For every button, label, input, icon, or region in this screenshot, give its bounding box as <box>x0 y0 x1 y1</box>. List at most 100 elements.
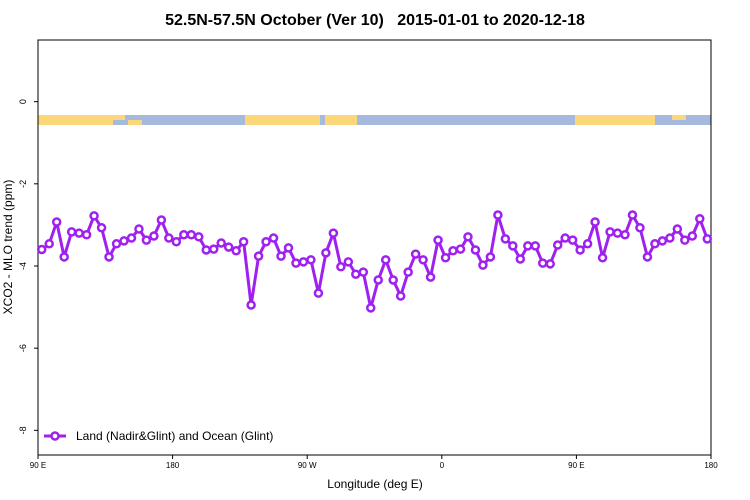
data-point <box>440 253 451 263</box>
data-point <box>231 246 241 256</box>
data-point <box>508 241 518 251</box>
data-point <box>216 238 226 248</box>
data-point <box>171 236 182 247</box>
data-point <box>134 224 144 234</box>
land-ocean-mask <box>38 115 711 125</box>
y-tick-label: -2 <box>18 180 28 188</box>
y-tick-label: -6 <box>18 344 28 352</box>
x-tick-label: 180 <box>704 461 718 470</box>
data-point <box>59 252 69 262</box>
data-point <box>366 303 376 313</box>
data-point <box>433 235 443 245</box>
data-point <box>403 267 413 277</box>
data-point <box>485 252 496 262</box>
data-point <box>291 258 301 268</box>
data-point <box>575 245 585 255</box>
data-point <box>126 233 137 243</box>
y-tick-label: 0 <box>18 99 28 104</box>
data-point <box>119 236 129 246</box>
data-point <box>164 233 174 243</box>
data-point <box>665 233 675 243</box>
legend-marker <box>50 431 60 441</box>
data-point <box>373 275 383 285</box>
data-point <box>36 244 47 255</box>
data-point <box>149 231 159 241</box>
data-point <box>141 235 152 245</box>
data-point <box>74 228 84 238</box>
data-point <box>642 252 653 262</box>
data-point <box>96 223 107 233</box>
data-point <box>395 291 406 301</box>
data-point <box>343 257 354 267</box>
data-point <box>500 234 511 244</box>
data-point <box>81 230 92 240</box>
data-point <box>306 255 316 265</box>
data-point <box>455 244 466 254</box>
data-point <box>298 257 309 267</box>
data-point <box>635 223 645 233</box>
data-point <box>605 227 615 237</box>
data-point <box>567 235 578 245</box>
data-point <box>582 239 593 249</box>
data-point <box>470 245 481 255</box>
data-point <box>246 300 256 310</box>
y-axis-label: XCO2 - MLO trend (ppm) <box>1 180 15 315</box>
data-point <box>51 217 62 227</box>
data-point <box>463 232 473 242</box>
x-tick-label: 90 W <box>298 461 317 470</box>
data-point <box>410 249 421 259</box>
chart-title: 52.5N-57.5N October (Ver 10) 2015-01-01 … <box>165 12 585 29</box>
data-point <box>328 228 339 238</box>
x-tick-label: 90 E <box>30 461 46 470</box>
data-point <box>590 217 600 227</box>
data-point <box>358 267 369 277</box>
data-point <box>552 240 563 250</box>
data-point <box>283 243 294 253</box>
data-point <box>680 235 690 245</box>
x-axis-label: Longitude (deg E) <box>327 477 422 491</box>
data-point <box>695 213 705 224</box>
data-point <box>380 255 391 265</box>
data-point <box>597 253 608 263</box>
data-point <box>253 251 264 261</box>
data-point <box>156 215 167 225</box>
y-tick-label: -4 <box>18 262 28 270</box>
data-point <box>545 259 555 269</box>
x-tick-label: 0 <box>440 461 445 470</box>
data-point <box>194 232 204 242</box>
data-point <box>560 233 570 243</box>
data-point <box>530 241 541 251</box>
data-point <box>201 245 211 255</box>
y-tick-label: -8 <box>18 426 28 434</box>
data-point <box>351 269 361 279</box>
data-point <box>179 230 189 240</box>
data-point <box>702 234 713 244</box>
data-point <box>89 211 99 221</box>
data-point <box>612 228 623 238</box>
data-point <box>657 236 668 246</box>
data-point <box>687 231 698 241</box>
x-tick-label: 90 E <box>568 461 584 470</box>
legend-label: Land (Nadir&Glint) and Ocean (Glint) <box>76 429 273 443</box>
data-point <box>523 241 533 251</box>
data-point <box>672 224 683 234</box>
x-tick-label: 180 <box>166 461 180 470</box>
data-point <box>261 236 271 247</box>
data-point <box>66 227 77 237</box>
data-point <box>208 244 219 254</box>
data-point <box>650 239 660 249</box>
data-point <box>515 254 526 264</box>
plot-frame <box>37 39 712 456</box>
data-point <box>336 262 346 272</box>
data-point <box>418 255 428 265</box>
data-point <box>538 258 548 268</box>
data-point <box>448 246 458 256</box>
data-point <box>425 272 436 282</box>
data-point <box>104 252 114 262</box>
data-point <box>620 230 630 240</box>
data-point <box>111 239 122 249</box>
data-point <box>627 210 638 220</box>
data-point <box>493 210 503 220</box>
data-point <box>388 275 398 285</box>
